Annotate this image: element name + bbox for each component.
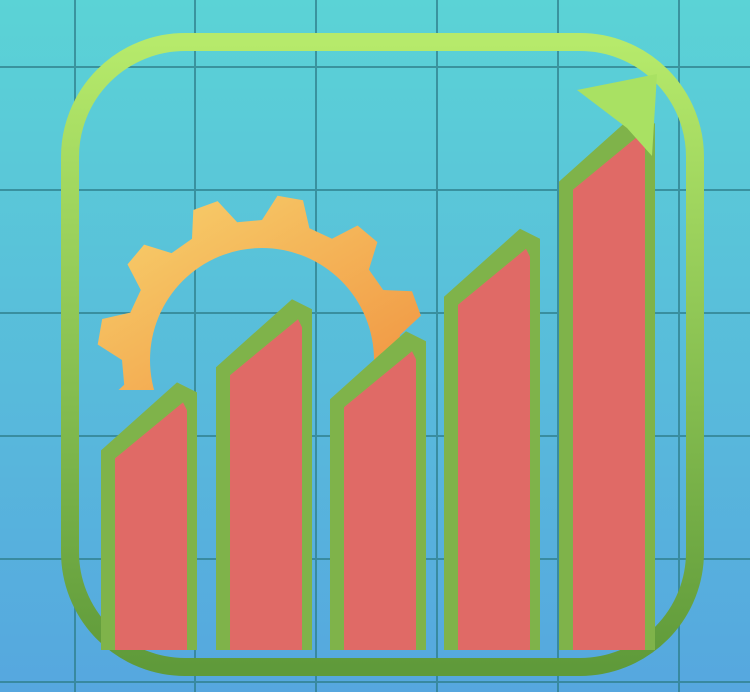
bar-5 <box>573 133 645 651</box>
gear-shape <box>97 195 427 390</box>
bar-4 <box>458 248 530 651</box>
bar-2 <box>230 319 302 650</box>
arrow-head-icon <box>577 74 657 156</box>
bar-3 <box>344 351 416 650</box>
gear-icon <box>97 195 427 390</box>
rounded-frame <box>61 33 704 676</box>
bars-group <box>101 113 655 651</box>
bar-1 <box>115 402 187 650</box>
